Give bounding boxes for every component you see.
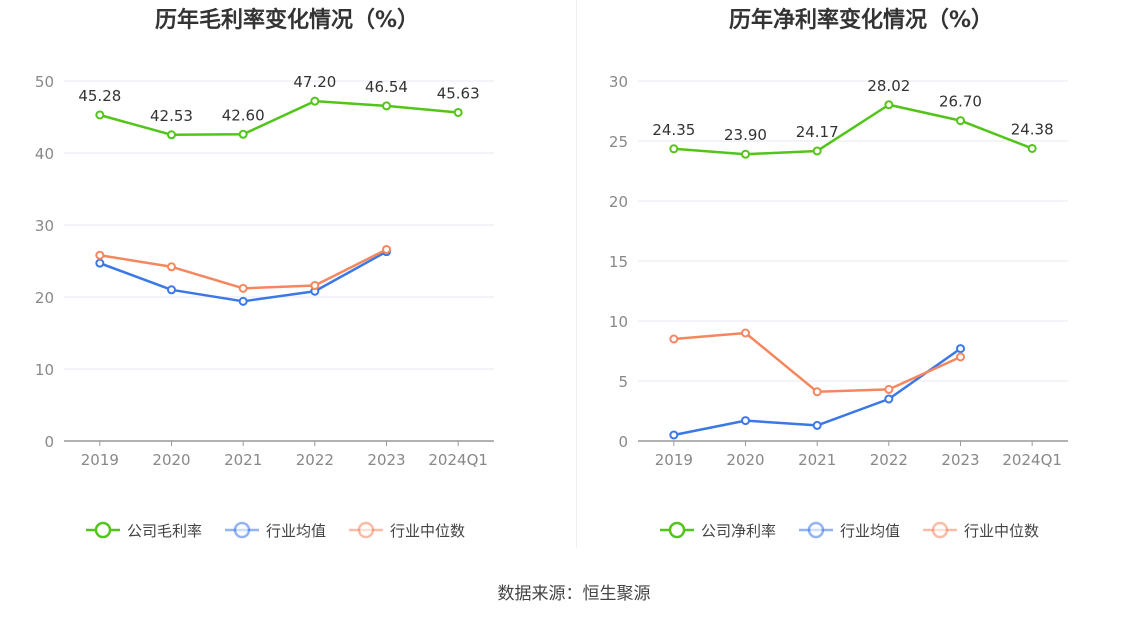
x-tick-label: 2020 (726, 451, 764, 469)
series-line (99, 248, 388, 290)
legend-item: 行业中位数 (349, 521, 465, 540)
legend-label: 行业中位数 (964, 522, 1039, 540)
x-tick-label: 2019 (655, 451, 693, 469)
data-point (95, 258, 105, 268)
legend-swatch-marker (94, 521, 112, 539)
data-point (669, 144, 679, 154)
x-tick-label: 2024Q1 (1002, 451, 1062, 469)
legend-swatch-marker (668, 521, 686, 539)
legend-swatch-marker (931, 521, 949, 539)
legend-item: 行业均值 (799, 521, 900, 540)
data-point (310, 280, 320, 290)
x-tick-label: 2022 (870, 451, 908, 469)
data-point (669, 334, 679, 344)
legend-label: 行业中位数 (390, 522, 465, 540)
series-line (673, 331, 962, 394)
data-point (167, 130, 176, 140)
legend-swatch-marker (233, 521, 251, 539)
data-point (884, 394, 894, 404)
data-point (741, 328, 750, 338)
x-tick-label: 2019 (81, 451, 119, 469)
gross-margin-plot: 0 10 20 30 40 50 2019 2020 2021 2022 2023 2024Q1 45.… (35, 73, 494, 540)
data-label: 46.54 (365, 78, 408, 96)
y-tick-label: 0 (618, 433, 628, 451)
y-tick-label: 15 (609, 253, 628, 271)
net-margin-plot: 0 5 10 15 20 25 30 2019 2020 2021 2022 2023 2024Q1 24… (609, 73, 1068, 540)
data-point (95, 110, 105, 120)
legend-item: 公司毛利率 (86, 521, 202, 540)
chart-title: 历年净利率变化情况（%） (728, 8, 994, 33)
data-point (669, 430, 679, 440)
legend-label: 行业均值 (840, 522, 900, 540)
data-point (956, 344, 965, 354)
data-point (310, 96, 320, 106)
data-point (1027, 143, 1037, 153)
data-point (812, 420, 822, 430)
data-point (382, 244, 391, 254)
legend-label: 行业均值 (266, 522, 326, 540)
data-source-note: 数据来源：恒生聚源 (497, 584, 651, 604)
y-tick-label: 20 (609, 193, 628, 211)
y-tick-label: 50 (35, 73, 54, 91)
y-tick-label: 30 (35, 217, 54, 235)
data-point (238, 296, 248, 306)
series-line (99, 250, 388, 303)
y-tick-label: 30 (609, 73, 628, 91)
data-label: 24.38 (1011, 120, 1054, 138)
legend-label: 公司毛利率 (127, 522, 202, 540)
y-tick-label: 5 (618, 373, 628, 391)
data-point (884, 384, 894, 394)
x-tick-label: 2020 (152, 451, 190, 469)
data-point (95, 250, 105, 260)
data-point (453, 107, 463, 117)
data-point (741, 149, 750, 159)
series-line (99, 99, 459, 137)
data-label: 26.70 (939, 93, 982, 111)
data-point (956, 116, 965, 126)
data-point (956, 352, 965, 362)
data-point (167, 285, 176, 295)
chart-title: 历年毛利率变化情况（%） (154, 8, 420, 33)
y-tick-label: 10 (35, 361, 54, 379)
data-label: 42.53 (150, 107, 193, 125)
data-point (812, 387, 822, 397)
y-tick-label: 25 (609, 133, 628, 151)
data-label: 47.20 (293, 73, 336, 91)
panel-divider (576, 0, 577, 548)
y-tick-label: 0 (44, 433, 54, 451)
legend-item: 公司净利率 (660, 521, 776, 540)
x-tick-label: 2022 (296, 451, 334, 469)
data-point (382, 101, 391, 111)
data-point (812, 146, 822, 156)
data-point (884, 100, 894, 110)
legend-item: 行业中位数 (923, 521, 1039, 540)
y-tick-label: 40 (35, 145, 54, 163)
x-tick-label: 2023 (941, 451, 979, 469)
data-point (238, 129, 248, 139)
data-point (741, 416, 750, 426)
x-tick-label: 2023 (367, 451, 405, 469)
y-tick-label: 20 (35, 289, 54, 307)
x-tick-label: 2024Q1 (428, 451, 488, 469)
legend-swatch-marker (357, 521, 375, 539)
data-label: 28.02 (867, 77, 910, 95)
x-tick-label: 2021 (798, 451, 836, 469)
gross-margin-chart: 历年毛利率变化情况（%） 0 10 20 30 40 50 2019 2020 2021 2022… (0, 0, 574, 560)
data-label: 24.17 (796, 123, 839, 141)
y-tick-label: 10 (609, 313, 628, 331)
legend-label: 公司净利率 (701, 522, 776, 540)
data-point (238, 283, 248, 293)
data-label: 42.60 (222, 106, 265, 124)
legend-item: 行业均值 (225, 521, 326, 540)
series-line (673, 103, 1033, 156)
legend-swatch-marker (807, 521, 825, 539)
data-label: 24.35 (652, 121, 695, 139)
data-label: 23.90 (724, 126, 767, 144)
net-margin-chart: 历年净利率变化情况（%） 0 5 10 15 20 25 30 2019 2020 2021 202… (574, 0, 1148, 560)
x-tick-label: 2021 (224, 451, 262, 469)
data-label: 45.28 (78, 87, 121, 105)
data-label: 45.63 (437, 84, 480, 102)
data-point (167, 262, 176, 272)
